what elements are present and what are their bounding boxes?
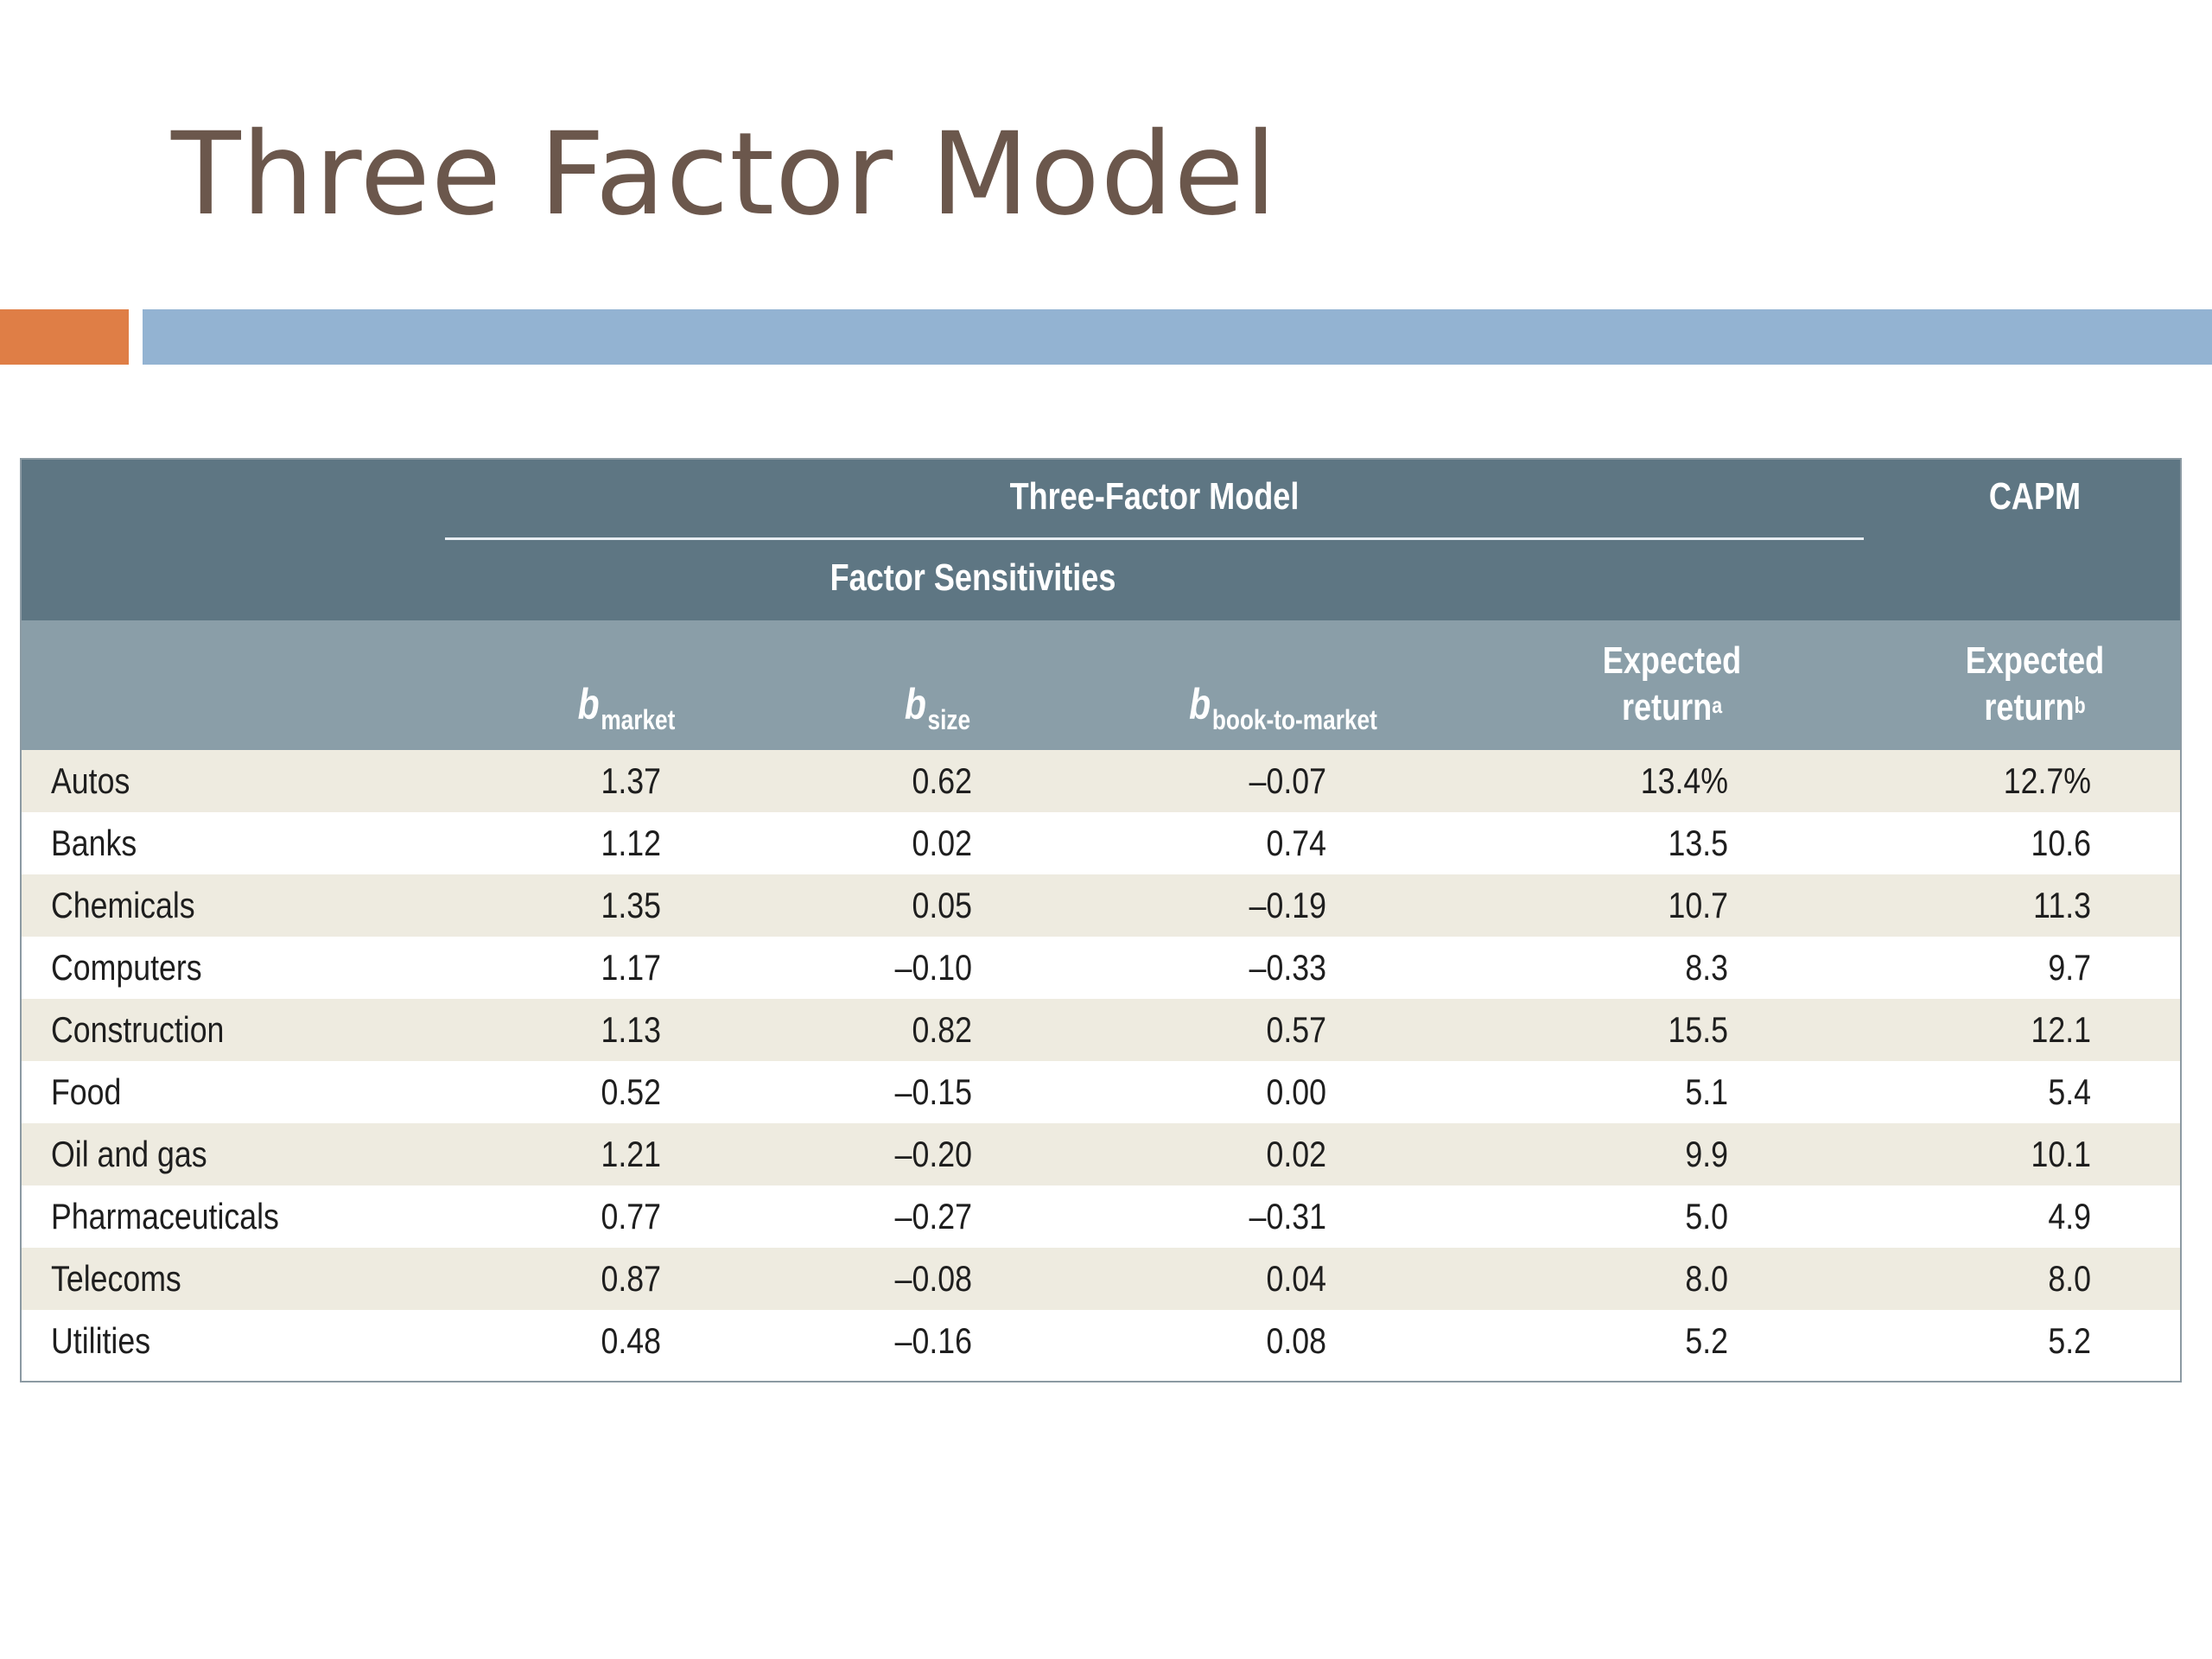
b-btm-value: 0.00: [1266, 1071, 1326, 1112]
table-column-headers: bmarket bsize bbook-to-market Expected r…: [22, 620, 2180, 750]
tfm-expected-return: 10.7: [1668, 885, 1728, 925]
capm-expected-return: 4.9: [2048, 1196, 2091, 1236]
capm-expected-return: 5.2: [2048, 1320, 2091, 1361]
b-btm-value: 0.08: [1266, 1320, 1326, 1361]
b-size-value: –0.16: [894, 1320, 972, 1361]
b-market-value: 0.52: [601, 1071, 661, 1112]
table-row: Autos 1.37 0.62 –0.07 13.4% 12.7%: [22, 750, 2180, 812]
capm-header: CAPM: [1988, 475, 2082, 518]
b-btm-value: –0.19: [1249, 885, 1326, 925]
header-divider: [445, 537, 1864, 540]
factor-table: Three-Factor Model Factor Sensitivities …: [20, 458, 2182, 1382]
b-market-value: 1.21: [601, 1134, 661, 1174]
tfm-expected-return: 5.2: [1685, 1320, 1728, 1361]
industry-name: Autos: [51, 760, 130, 801]
table-row: Telecoms 0.87 –0.08 0.04 8.0 8.0: [22, 1248, 2180, 1310]
table-row: Oil and gas 1.21 –0.20 0.02 9.9 10.1: [22, 1123, 2180, 1185]
col-header-expected-return-a: Expected returna: [1602, 639, 1742, 728]
b-size-value: 0.02: [912, 823, 972, 863]
industry-name: Banks: [51, 823, 137, 863]
industry-name: Food: [51, 1071, 122, 1112]
b-size-value: –0.10: [894, 947, 972, 988]
tfm-expected-return: 9.9: [1685, 1134, 1728, 1174]
b-market-value: 1.13: [601, 1009, 661, 1050]
industry-name: Oil and gas: [51, 1134, 207, 1174]
tfm-expected-return: 5.0: [1685, 1196, 1728, 1236]
accent-bar-blue: [143, 309, 2212, 365]
capm-expected-return: 9.7: [2048, 947, 2091, 988]
b-market-value: 1.35: [601, 885, 661, 925]
tfm-expected-return: 5.1: [1685, 1071, 1728, 1112]
b-btm-value: 0.02: [1266, 1134, 1326, 1174]
b-size-value: –0.08: [894, 1258, 972, 1299]
b-size-value: 0.82: [912, 1009, 972, 1050]
capm-expected-return: 12.7%: [2003, 760, 2091, 801]
b-market-value: 0.77: [601, 1196, 661, 1236]
b-market-value: 1.37: [601, 760, 661, 801]
b-btm-value: –0.31: [1249, 1196, 1326, 1236]
table-row: Utilities 0.48 –0.16 0.08 5.2 5.2: [22, 1310, 2180, 1372]
capm-expected-return: 5.4: [2048, 1071, 2091, 1112]
table-row: Food 0.52 –0.15 0.00 5.1 5.4: [22, 1061, 2180, 1123]
three-factor-model-header: Three-Factor Model: [1009, 475, 1300, 518]
capm-expected-return: 10.1: [2031, 1134, 2091, 1174]
capm-expected-return: 10.6: [2031, 823, 2091, 863]
tfm-expected-return: 8.3: [1685, 947, 1728, 988]
factor-sensitivities-header: Factor Sensitivities: [830, 556, 1116, 599]
b-btm-value: 0.57: [1266, 1009, 1326, 1050]
col-header-expected-return-b: Expected returnb: [1965, 639, 2105, 728]
b-btm-value: –0.07: [1249, 760, 1326, 801]
industry-name: Construction: [51, 1009, 225, 1050]
b-size-value: –0.20: [894, 1134, 972, 1174]
capm-expected-return: 12.1: [2031, 1009, 2091, 1050]
table-body: Autos 1.37 0.62 –0.07 13.4% 12.7% Banks …: [22, 750, 2180, 1372]
b-market-value: 1.12: [601, 823, 661, 863]
capm-expected-return: 8.0: [2048, 1258, 2091, 1299]
industry-name: Pharmaceuticals: [51, 1196, 279, 1236]
industry-name: Chemicals: [51, 885, 195, 925]
tfm-expected-return: 15.5: [1668, 1009, 1728, 1050]
b-btm-value: 0.04: [1266, 1258, 1326, 1299]
b-size-value: –0.27: [894, 1196, 972, 1236]
b-btm-value: –0.33: [1249, 947, 1326, 988]
table-row: Chemicals 1.35 0.05 –0.19 10.7 11.3: [22, 874, 2180, 937]
tfm-expected-return: 8.0: [1685, 1258, 1728, 1299]
table-row: Construction 1.13 0.82 0.57 15.5 12.1: [22, 999, 2180, 1061]
b-size-value: –0.15: [894, 1071, 972, 1112]
b-market-value: 1.17: [601, 947, 661, 988]
tfm-expected-return: 13.4%: [1640, 760, 1728, 801]
accent-bar-orange: [0, 309, 129, 365]
industry-name: Utilities: [51, 1320, 151, 1361]
tfm-expected-return: 13.5: [1668, 823, 1728, 863]
col-header-b-book-to-market: bbook-to-market: [1189, 680, 1377, 735]
industry-name: Computers: [51, 947, 202, 988]
table-row: Computers 1.17 –0.10 –0.33 8.3 9.7: [22, 937, 2180, 999]
b-size-value: 0.05: [912, 885, 972, 925]
b-market-value: 0.48: [601, 1320, 661, 1361]
capm-expected-return: 11.3: [2033, 885, 2091, 925]
slide-title: Three Factor Model: [171, 108, 1278, 241]
table-row: Banks 1.12 0.02 0.74 13.5 10.6: [22, 812, 2180, 874]
table-header-group: Three-Factor Model Factor Sensitivities …: [22, 460, 2180, 620]
col-header-b-size: bsize: [904, 680, 971, 735]
b-size-value: 0.62: [912, 760, 972, 801]
industry-name: Telecoms: [51, 1258, 181, 1299]
b-btm-value: 0.74: [1266, 823, 1326, 863]
col-header-b-market: bmarket: [577, 680, 676, 735]
table-row: Pharmaceuticals 0.77 –0.27 –0.31 5.0 4.9: [22, 1185, 2180, 1248]
b-market-value: 0.87: [601, 1258, 661, 1299]
